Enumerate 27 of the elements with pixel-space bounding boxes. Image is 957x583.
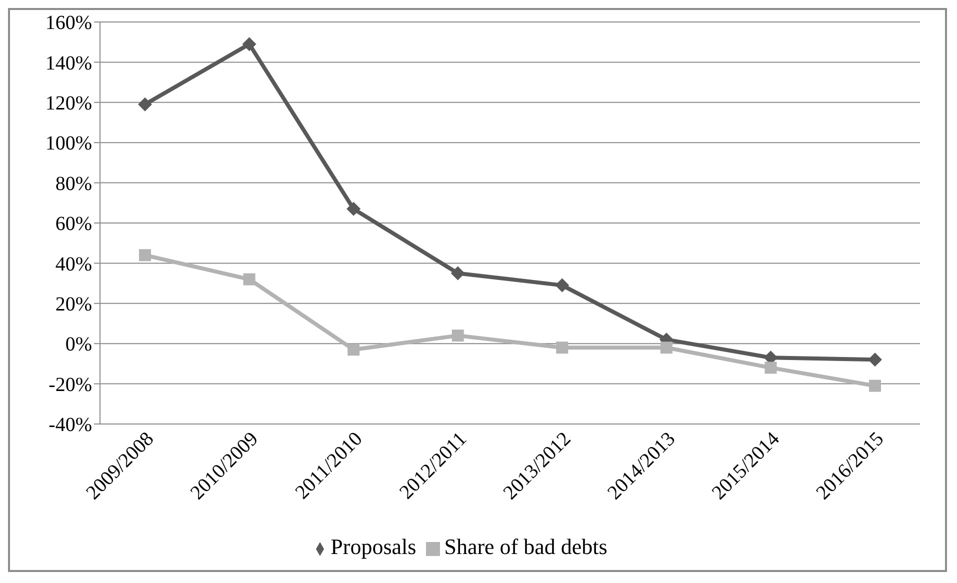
y-tick-label: 80%: [55, 172, 92, 195]
y-tick-label: 60%: [55, 213, 92, 236]
point: [346, 202, 361, 216]
point: [868, 352, 882, 367]
point: [660, 342, 672, 354]
point: [139, 249, 151, 262]
y-tick-label: -40%: [48, 414, 92, 436]
y-tick-label: -20%: [48, 374, 92, 396]
legend-label: Proposals: [330, 534, 416, 559]
y-tick-label: 20%: [55, 294, 92, 316]
y-tick-label: 120%: [45, 92, 92, 114]
point: [869, 380, 881, 392]
legend-label: Share of bad debts: [444, 534, 608, 559]
point: [556, 342, 568, 354]
point: [555, 278, 570, 292]
point: [764, 362, 777, 374]
y-tick-label: 100%: [45, 132, 92, 155]
point: [243, 273, 256, 286]
point: [348, 344, 360, 356]
y-tick-label: 0%: [65, 334, 92, 356]
y-tick-label: 160%: [45, 12, 92, 34]
y-tick-label: 140%: [45, 52, 92, 74]
point: [450, 266, 465, 280]
point: [242, 37, 256, 52]
y-tick-label: 40%: [55, 253, 92, 276]
point: [138, 97, 152, 112]
point: [452, 330, 464, 342]
